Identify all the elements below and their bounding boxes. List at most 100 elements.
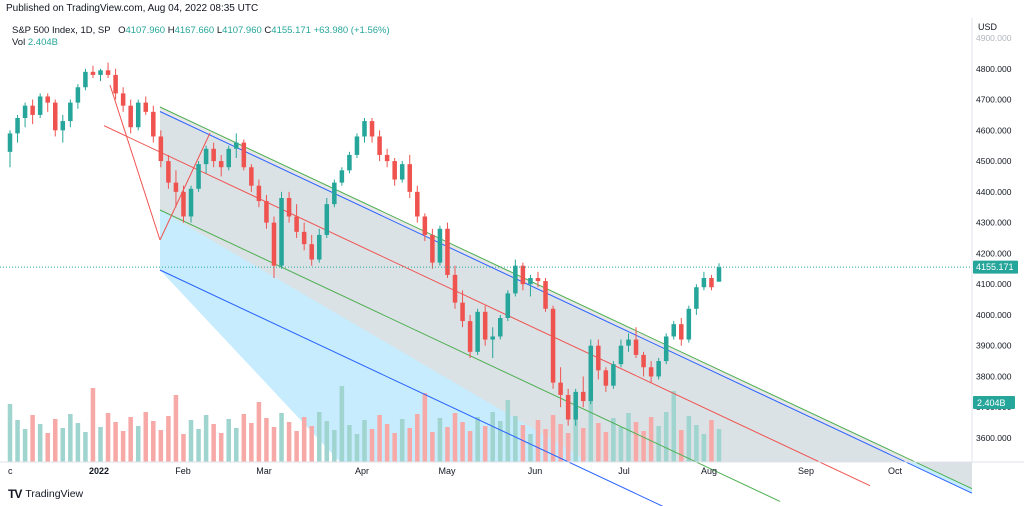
volume-bar	[226, 419, 231, 462]
tradingview-brand-name: TradingView	[25, 488, 84, 500]
candle-body	[565, 394, 571, 420]
candle-body	[324, 204, 330, 235]
volume-bar	[626, 413, 631, 462]
volume-bar	[60, 428, 66, 462]
candle-body	[286, 198, 292, 217]
price-tick-label: 4100.000	[976, 279, 1012, 289]
candle-body	[181, 191, 186, 217]
volume-bar	[535, 420, 541, 462]
time-tick-label: Feb	[175, 466, 191, 476]
volume-bar	[158, 430, 164, 462]
volume-bar	[188, 420, 194, 462]
volume-value: 2.404B	[27, 37, 58, 48]
volume-bar	[218, 433, 224, 462]
price-tick-label: 4900.000	[976, 33, 1012, 43]
pitchfork-median-line	[103, 125, 871, 487]
candle-body	[128, 105, 133, 128]
volume-bar	[279, 413, 284, 462]
volume-bar	[558, 424, 563, 462]
symbol-name[interactable]: S&P 500 Index, 1D, SP	[12, 25, 111, 36]
candle-body	[709, 278, 714, 288]
volume-bar	[105, 413, 111, 462]
candle-body	[332, 182, 337, 205]
volume-bar	[663, 412, 669, 462]
candle-body	[648, 367, 654, 377]
last-price-badge-text: 4155.171	[976, 262, 1014, 272]
ohlc-values: O4107.960 H4167.660 L4107.960 C4155.171 …	[118, 25, 390, 36]
volume-bar	[256, 402, 262, 462]
pitchfork-upper-line	[159, 111, 973, 494]
volume-bar	[596, 423, 601, 462]
candle-body	[475, 311, 480, 352]
candle-body	[196, 164, 201, 189]
volume-legend: Vol 2.404B	[12, 37, 58, 48]
candle-body	[535, 278, 541, 282]
price-tick-label: 4800.000	[976, 64, 1012, 74]
candle-body	[22, 105, 28, 118]
candle-body	[498, 318, 503, 337]
candle-body	[188, 188, 194, 217]
close-label: C	[264, 25, 272, 36]
candle-body	[166, 161, 171, 183]
candle-body	[309, 244, 314, 260]
candle-body	[392, 161, 397, 180]
candle-body	[203, 148, 209, 165]
candle-body	[7, 133, 13, 152]
pitchfork-handle-line	[109, 84, 161, 241]
candle-body	[83, 71, 88, 88]
time-tick-label: c	[8, 466, 13, 476]
candle-body	[45, 96, 50, 103]
volume-label[interactable]: Vol	[12, 37, 26, 48]
last-price-badge: 4155.171	[973, 260, 1018, 274]
volume-bar	[430, 432, 435, 462]
volume-bar	[490, 412, 495, 462]
price-axis-ticks: 4900.000 4800.000 4700.000 4600.000 4500.000…	[976, 33, 1012, 443]
volume-bar	[332, 430, 337, 462]
candle-body	[550, 308, 556, 383]
candle-body	[279, 198, 284, 266]
candle-body	[158, 136, 164, 162]
candle-body	[399, 164, 405, 180]
volume-bar	[301, 417, 307, 462]
tradingview-brand[interactable]: TV TradingView	[8, 487, 83, 501]
volume-bar	[377, 415, 382, 462]
volume-bar	[588, 384, 594, 462]
volume-bar	[37, 424, 43, 462]
volume-bar	[362, 420, 367, 462]
volume-bars	[7, 384, 722, 462]
time-axis-ticks: c 2022 Feb Mar Apr May Jun Jul Aug Sep Oct	[8, 466, 902, 476]
volume-bar	[648, 417, 654, 462]
symbol-legend: S&P 500 Index, 1D, SP O4107.960 H4167.66…	[12, 24, 390, 37]
candle-body	[173, 182, 179, 192]
volume-bar	[611, 418, 616, 462]
candle-body	[603, 370, 609, 386]
volume-bar	[68, 414, 73, 462]
volume-badge-text: 2.404B	[977, 398, 1006, 408]
published-header: Published on TradingView.com, Aug 04, 20…	[6, 3, 259, 14]
pitchfork-lines[interactable]	[103, 84, 973, 506]
candle-body	[377, 136, 382, 155]
candle-body	[68, 102, 73, 122]
candle-body	[301, 231, 307, 245]
volume-bar	[520, 425, 526, 462]
time-tick-label: Apr	[355, 466, 369, 476]
volume-bar	[264, 418, 269, 462]
candle-body	[52, 102, 58, 131]
volume-bar	[633, 422, 639, 462]
volume-bar	[482, 426, 488, 462]
candle-body	[249, 167, 254, 186]
volume-bar	[437, 418, 443, 462]
time-tick-label: Oct	[888, 466, 903, 476]
candle-body	[716, 267, 722, 282]
candle-body	[37, 96, 43, 115]
currency-label: USD	[978, 22, 998, 32]
volume-bar	[573, 419, 578, 462]
volume-bar	[603, 432, 609, 462]
volume-bar	[7, 404, 13, 462]
volume-bar	[181, 434, 186, 462]
candle-body	[15, 118, 20, 134]
volume-bar	[83, 432, 88, 462]
candle-body	[671, 324, 677, 337]
volume-bar	[415, 414, 420, 462]
